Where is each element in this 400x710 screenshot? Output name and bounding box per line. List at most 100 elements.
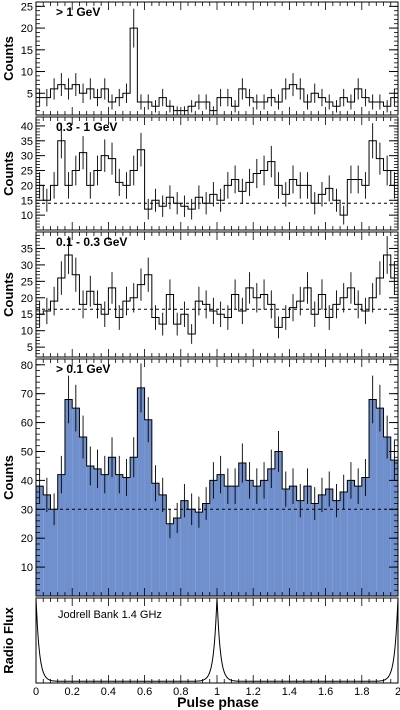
y-axis-label: Counts bbox=[1, 36, 16, 81]
histogram-bin-fill bbox=[376, 408, 384, 596]
panel-2: 10 15 20 25 30 35 40 0.3 - 1 GeV Counts bbox=[1, 116, 399, 231]
histogram-step-line bbox=[36, 387, 398, 525]
y-tick-label: 20 bbox=[21, 23, 33, 35]
y-tick-label: 20 bbox=[21, 533, 33, 545]
y-tick-label: 5 bbox=[27, 342, 33, 354]
histogram-bin-fill bbox=[383, 437, 391, 596]
histogram-step-line bbox=[36, 254, 398, 335]
histogram-bin-fill bbox=[166, 523, 174, 596]
plot-area bbox=[36, 123, 398, 225]
histogram-bin-fill bbox=[122, 477, 131, 596]
histogram-bin-fill bbox=[159, 494, 167, 596]
histogram-bin-fill bbox=[144, 419, 152, 596]
y-tick-label: 35 bbox=[21, 136, 33, 148]
histogram-bin-fill bbox=[311, 503, 319, 596]
x-tick-label: 1.6 bbox=[318, 686, 333, 698]
y-tick-label: 35 bbox=[21, 243, 33, 255]
y-axis-label: Counts bbox=[1, 455, 16, 500]
histogram-bin-fill bbox=[195, 512, 203, 596]
histogram-bin-fill bbox=[217, 474, 225, 596]
histogram-bin-fill bbox=[245, 480, 254, 596]
panel-title: > 1 GeV bbox=[56, 5, 100, 19]
histogram-bin-fill bbox=[361, 477, 370, 596]
histogram-bin-fill bbox=[57, 474, 65, 596]
x-tick-label: 1.4 bbox=[282, 686, 297, 698]
x-tick-label: 0.8 bbox=[173, 686, 188, 698]
panel-1: 5 10 15 20 25 > 1 GeV Counts bbox=[1, 1, 399, 116]
panel-title: Jodrell Bank 1.4 GHz bbox=[58, 609, 162, 621]
y-tick-label: 25 bbox=[21, 1, 33, 13]
histogram-bin-fill bbox=[267, 468, 275, 596]
x-tick-label: 0.6 bbox=[137, 686, 152, 698]
y-tick-label: 70 bbox=[21, 389, 33, 401]
x-axis-label: Pulse phase bbox=[177, 694, 259, 710]
y-tick-label: 20 bbox=[21, 180, 33, 192]
y-tick-label: 10 bbox=[21, 67, 33, 79]
panel-5: Jodrell Bank 1.4 GHz Radio Flux bbox=[1, 597, 399, 684]
x-tick-label: 0.4 bbox=[101, 686, 116, 698]
y-tick-label: 40 bbox=[21, 121, 33, 133]
histogram-bin-fill bbox=[303, 486, 312, 596]
histogram-bin-fill bbox=[238, 463, 246, 596]
y-tick-label: 15 bbox=[21, 195, 33, 207]
y-tick-label: 25 bbox=[21, 166, 33, 178]
histogram-bin-fill bbox=[354, 486, 362, 596]
x-tick-label: 2 bbox=[395, 686, 400, 698]
y-tick-label: 15 bbox=[21, 45, 33, 57]
histogram-bin-fill bbox=[36, 486, 44, 596]
histogram-bin-fill bbox=[43, 494, 51, 596]
histogram-bin-fill bbox=[282, 489, 290, 596]
y-tick-label: 25 bbox=[21, 276, 33, 288]
x-tick-label: 1 bbox=[214, 686, 220, 698]
histogram-bin-fill bbox=[137, 387, 145, 596]
histogram-bin-fill bbox=[188, 509, 196, 596]
y-tick-label: 80 bbox=[21, 360, 33, 372]
y-tick-label: 10 bbox=[21, 210, 33, 222]
histogram-bin-fill bbox=[347, 480, 355, 596]
y-tick-label: 10 bbox=[21, 326, 33, 338]
histogram-bin-fill bbox=[86, 465, 94, 596]
panel-title: 0.3 - 1 GeV bbox=[56, 120, 117, 134]
x-tick-label: 1.8 bbox=[354, 686, 369, 698]
histogram-bin-fill bbox=[72, 408, 80, 596]
y-tick-label: 50 bbox=[21, 446, 33, 458]
histogram-bin-fill bbox=[101, 474, 109, 596]
x-axis: 0 0.2 0.4 0.6 0.8 1 1.2 1.4 1.6 1.8 2 bbox=[33, 686, 400, 698]
histogram-bin-fill bbox=[274, 451, 283, 596]
histogram-bin-fill bbox=[325, 489, 333, 596]
histogram-bin-fill bbox=[115, 474, 123, 596]
histogram-bin-fill bbox=[224, 486, 232, 596]
histogram-bin-fill bbox=[231, 486, 239, 596]
histogram-bin-fill bbox=[180, 500, 189, 596]
y-axis-label: Counts bbox=[1, 272, 16, 317]
histogram-bin-fill bbox=[108, 457, 116, 596]
histogram-bin-fill bbox=[340, 491, 348, 596]
histogram-bin-fill bbox=[390, 460, 398, 596]
y-axis-label: Counts bbox=[1, 151, 16, 196]
histogram-bin-fill bbox=[50, 509, 58, 596]
y-tick-label: 5 bbox=[27, 88, 33, 100]
y-tick-label: 10 bbox=[21, 562, 33, 574]
x-tick-label: 0 bbox=[33, 686, 39, 698]
x-tick-label: 0.2 bbox=[65, 686, 80, 698]
y-tick-label: 30 bbox=[21, 151, 33, 163]
histogram-bin-fill bbox=[202, 503, 210, 596]
histogram-bin-fill bbox=[296, 500, 304, 596]
histogram-bin-fill bbox=[332, 500, 341, 596]
panel-title: 0.1 - 0.3 GeV bbox=[56, 235, 127, 249]
panel-3: 5 10 15 20 25 30 35 0.1 - 0.3 GeV Counts bbox=[1, 231, 399, 358]
y-tick-label: 15 bbox=[21, 309, 33, 321]
histogram-bin-fill bbox=[318, 494, 326, 596]
histogram-step-line bbox=[36, 27, 398, 112]
histogram-bin-fill bbox=[130, 457, 138, 596]
y-tick-label: 20 bbox=[21, 293, 33, 305]
histogram-bin-fill bbox=[253, 486, 261, 596]
y-tick-label: 60 bbox=[21, 418, 33, 430]
histogram-bin-fill bbox=[289, 486, 297, 596]
histogram-bin-fill bbox=[151, 483, 160, 596]
y-tick-label: 30 bbox=[21, 260, 33, 272]
y-tick-label: 40 bbox=[21, 475, 33, 487]
y-tick-label: 30 bbox=[21, 504, 33, 516]
histogram-bin-fill bbox=[369, 399, 377, 596]
